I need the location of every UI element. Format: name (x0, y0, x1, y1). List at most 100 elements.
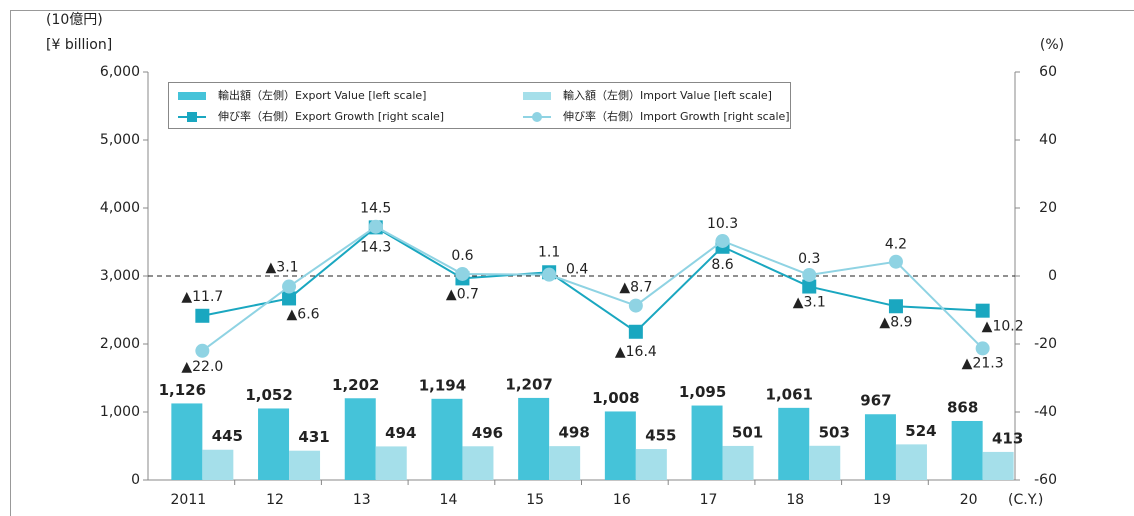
bar-label: 868 (947, 398, 978, 416)
y-tick-label: 1,000 (100, 404, 140, 420)
data-label: ▲16.4 (615, 344, 657, 360)
marker (975, 341, 990, 356)
data-label: ▲8.7 (619, 280, 652, 296)
data-label: 14.5 (360, 201, 391, 217)
marker (628, 298, 643, 313)
data-label: ▲10.2 (982, 319, 1024, 335)
legend-swatch (178, 92, 206, 100)
marker (802, 279, 817, 294)
data-label: 0.3 (798, 251, 820, 267)
x-tick-label: 14 (440, 492, 458, 508)
line (202, 226, 983, 334)
y2-tick-label: 60 (1039, 64, 1057, 80)
data-label: 10.3 (707, 216, 738, 232)
bar (635, 449, 667, 480)
y2-axis-label: (%) (1040, 37, 1064, 53)
bar-label: 445 (212, 427, 243, 445)
bar (431, 398, 463, 480)
bar-label: 1,202 (332, 376, 379, 394)
bar (982, 451, 1014, 480)
marker (542, 267, 557, 282)
bar-label: 1,052 (245, 386, 292, 404)
marker (368, 219, 383, 234)
data-label: ▲3.1 (266, 260, 299, 276)
marker (715, 233, 730, 248)
bar (778, 407, 810, 480)
marker (888, 299, 903, 314)
bar-label: 498 (558, 424, 589, 442)
x-tick-label: 20 (960, 492, 978, 508)
bar-label: 1,095 (679, 383, 726, 401)
marker (195, 308, 210, 323)
legend-marker (187, 112, 197, 122)
bar (604, 411, 636, 480)
y2-tick-label: 0 (1048, 268, 1057, 284)
bar (462, 446, 494, 480)
legend-label: 伸び率（右側）Import Growth [right scale] (563, 109, 790, 123)
bar-label: 1,126 (159, 381, 206, 399)
data-label: 1.1 (538, 244, 560, 260)
data-label: ▲21.3 (962, 355, 1004, 371)
bar-label: 431 (298, 428, 329, 446)
x-tick-label: 15 (526, 492, 544, 508)
bar-label: 455 (645, 427, 676, 445)
legend-swatch (523, 92, 551, 100)
data-label: 4.2 (885, 237, 907, 253)
marker (195, 343, 210, 358)
bar (171, 403, 203, 480)
data-label: 0.4 (566, 262, 588, 278)
frame (10, 10, 1134, 516)
bar (258, 408, 290, 480)
bar (549, 446, 581, 480)
data-label: 0.6 (451, 248, 473, 264)
x-tick-label: 16 (613, 492, 631, 508)
x-tick-label: 17 (700, 492, 718, 508)
x-tick-label: 12 (266, 492, 284, 508)
data-label: ▲0.7 (446, 286, 479, 302)
bar-label: 1,061 (766, 385, 813, 403)
x-tick-label: 13 (353, 492, 371, 508)
legend-box (168, 82, 791, 129)
bar-label: 1,207 (505, 375, 552, 393)
bar (722, 445, 754, 480)
y-tick-label: 5,000 (100, 132, 140, 148)
y2-tick-label: 40 (1039, 132, 1057, 148)
y-tick-label: 0 (131, 472, 140, 488)
y2-tick-label: -40 (1034, 404, 1057, 420)
marker (802, 267, 817, 282)
data-label: ▲3.1 (793, 295, 826, 311)
y-tick-label: 6,000 (100, 64, 140, 80)
bar-label: 1,194 (419, 376, 466, 394)
x-tick-label: 18 (786, 492, 804, 508)
legend-label: 伸び率（右側）Export Growth [right scale] (218, 109, 444, 123)
bar (691, 405, 723, 480)
y-tick-label: 3,000 (100, 268, 140, 284)
bar (202, 449, 234, 480)
y2-tick-label: -60 (1034, 472, 1057, 488)
bar (518, 397, 550, 480)
bar (375, 446, 407, 480)
marker (888, 254, 903, 269)
bar (344, 398, 376, 480)
legend-marker (532, 112, 542, 122)
y-axis-label: (10億円) (46, 12, 103, 28)
bar-label: 967 (860, 392, 891, 410)
data-label: ▲8.9 (879, 314, 912, 330)
marker (628, 324, 643, 339)
y2-tick-label: -20 (1034, 336, 1057, 352)
bar-label: 496 (472, 424, 503, 442)
bar-label: 1,008 (592, 389, 639, 407)
x-tick-label: 2011 (171, 492, 207, 508)
data-label: ▲6.6 (287, 306, 320, 322)
bar (895, 444, 927, 480)
bar (864, 414, 896, 480)
y2-tick-label: 20 (1039, 200, 1057, 216)
line (201, 225, 984, 352)
y-axis-label-en: [¥ billion] (46, 37, 112, 53)
bar (951, 420, 983, 480)
y-tick-label: 2,000 (100, 336, 140, 352)
bar-label: 413 (992, 429, 1023, 447)
bar (809, 445, 841, 480)
bar-label: 494 (385, 424, 416, 442)
